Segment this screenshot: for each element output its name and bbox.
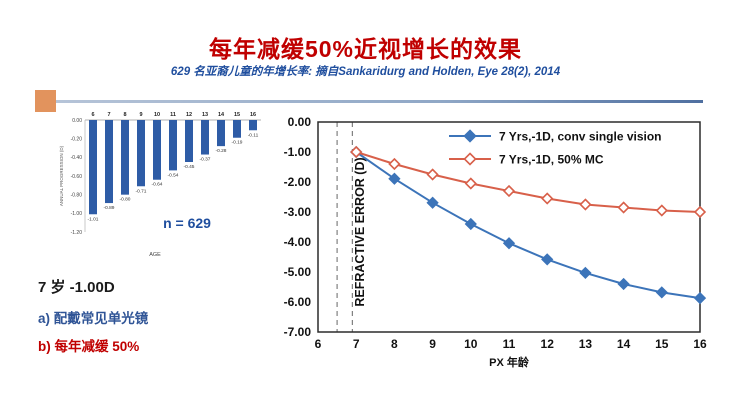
svg-text:-5.00: -5.00: [284, 265, 312, 279]
svg-text:-2.00: -2.00: [284, 175, 312, 189]
note-option-a: a) 配戴常见单光镜: [38, 311, 149, 326]
svg-text:14: 14: [617, 337, 631, 351]
svg-text:ANNUAL PROGRESSION (D): ANNUAL PROGRESSION (D): [59, 145, 64, 206]
svg-text:0.00: 0.00: [288, 115, 312, 129]
svg-text:-0.54: -0.54: [168, 172, 179, 178]
note-baseline: 7 岁 -1.00D: [38, 279, 115, 296]
svg-text:-1.00: -1.00: [284, 145, 312, 159]
svg-text:11: 11: [170, 112, 176, 118]
svg-text:0.00: 0.00: [72, 118, 82, 124]
slide-title: 每年减缓50%近视增长的效果: [208, 36, 523, 62]
slide-subtitle: 629 名亚裔儿童的年增长率: 摘自Sankaridurg and Holden…: [170, 66, 561, 78]
svg-text:16: 16: [250, 112, 256, 118]
svg-text:7 Yrs,-1D, 50% MC: 7 Yrs,-1D, 50% MC: [499, 153, 604, 167]
notes-block: 7 岁 -1.00D a) 配戴常见单光镜 b) 每年减缓 50%: [38, 276, 148, 355]
svg-text:9: 9: [139, 112, 142, 118]
svg-text:13: 13: [202, 112, 208, 118]
svg-text:-0.20: -0.20: [71, 136, 83, 142]
svg-text:10: 10: [154, 112, 160, 118]
svg-text:8: 8: [391, 337, 398, 351]
svg-text:6: 6: [91, 112, 94, 118]
svg-text:-6.00: -6.00: [284, 295, 312, 309]
svg-text:-4.00: -4.00: [284, 235, 312, 249]
svg-text:12: 12: [186, 112, 192, 118]
title-divider: [35, 90, 703, 112]
svg-text:-0.80: -0.80: [71, 192, 83, 198]
svg-text:13: 13: [579, 337, 593, 351]
svg-text:15: 15: [234, 112, 240, 118]
svg-text:-0.89: -0.89: [104, 205, 115, 211]
accent-square: [35, 90, 56, 112]
svg-text:-0.71: -0.71: [136, 188, 147, 194]
annual-progression-bar-chart: 0.00 -0.20 -0.40 -0.60 -0.80 -1.00 -1.20 6 -1.01…: [59, 112, 261, 258]
svg-text:PX 年龄: PX 年龄: [489, 355, 530, 369]
svg-text:16: 16: [693, 337, 707, 351]
svg-text:-0.60: -0.60: [71, 174, 83, 180]
svg-text:6: 6: [315, 337, 322, 351]
svg-text:-0.19: -0.19: [232, 140, 243, 146]
svg-text:-0.40: -0.40: [71, 155, 83, 161]
svg-text:7: 7: [107, 112, 110, 118]
svg-text:AGE: AGE: [149, 252, 161, 258]
svg-text:-7.00: -7.00: [284, 325, 312, 339]
svg-text:-0.37: -0.37: [200, 157, 211, 163]
svg-text:-0.64: -0.64: [152, 182, 163, 188]
svg-text:-0.11: -0.11: [248, 132, 259, 138]
svg-text:-0.45: -0.45: [184, 164, 195, 170]
svg-text:10: 10: [464, 337, 478, 351]
svg-text:-3.00: -3.00: [284, 205, 312, 219]
svg-text:11: 11: [503, 337, 516, 351]
svg-text:15: 15: [655, 337, 669, 351]
svg-text:9: 9: [429, 337, 436, 351]
svg-text:7: 7: [353, 337, 360, 351]
svg-text:12: 12: [541, 337, 555, 351]
divider-line: [56, 100, 703, 103]
svg-text:REFRACTIVE ERROR (D): REFRACTIVE ERROR (D): [353, 157, 367, 306]
svg-text:-1.01: -1.01: [88, 216, 99, 222]
refractive-error-line-chart: 0.00 -1.00 -2.00 -3.00 -4.00 -5.00 -6.00 -7.006…: [284, 115, 707, 369]
svg-text:7 Yrs,-1D, conv single vision: 7 Yrs,-1D, conv single vision: [499, 130, 662, 144]
svg-text:14: 14: [218, 112, 225, 118]
svg-text:-1.00: -1.00: [71, 211, 83, 217]
svg-text:8: 8: [123, 112, 126, 118]
note-option-b: b) 每年减缓 50%: [38, 339, 140, 354]
svg-text:-0.80: -0.80: [120, 197, 131, 203]
svg-text:-1.20: -1.20: [71, 230, 83, 236]
svg-text:n = 629: n = 629: [163, 215, 211, 231]
svg-text:-0.28: -0.28: [216, 148, 227, 154]
